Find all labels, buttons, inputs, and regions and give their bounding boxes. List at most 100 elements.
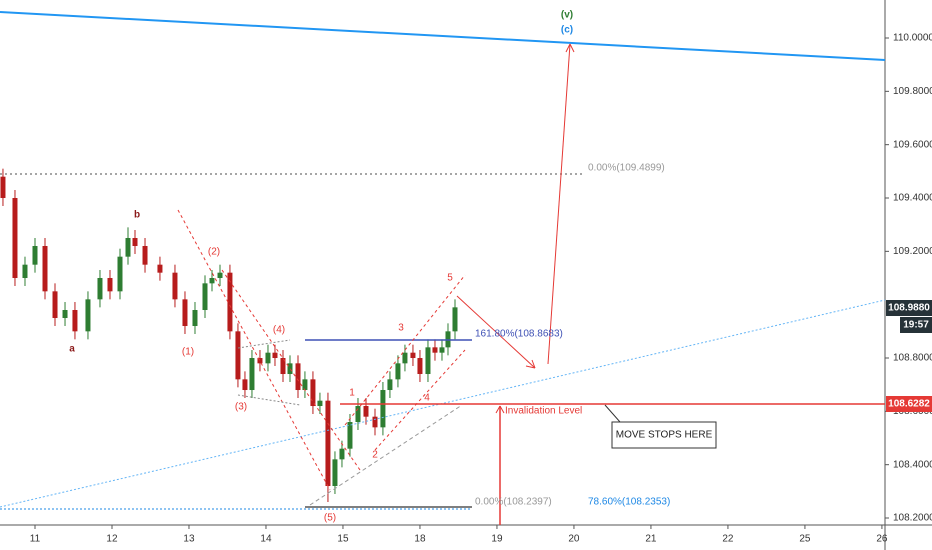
price-label: 108.6282 <box>888 399 930 410</box>
candle-body <box>172 272 178 300</box>
candle-body <box>295 363 301 391</box>
y-tick-label: 108.4000 <box>893 459 932 470</box>
wave-label: (v) <box>561 10 573 21</box>
x-tick-label: 11 <box>30 534 41 545</box>
candle-body <box>32 246 38 265</box>
candle-body <box>107 278 113 292</box>
candle-body <box>347 422 353 449</box>
fib-label: 78.60%(108.2353) <box>588 497 670 508</box>
wave-label: b <box>134 210 140 221</box>
y-tick-label: 109.6000 <box>893 139 932 150</box>
candle-body <box>265 352 271 364</box>
channel-line <box>177 209 331 491</box>
candle-body <box>85 299 91 332</box>
candles <box>0 168 458 503</box>
candle-body <box>439 347 445 353</box>
wave-label: (1) <box>182 347 194 358</box>
price-label: 108.9880 <box>888 303 930 314</box>
y-tick-label: 108.8000 <box>893 353 932 364</box>
candle-body <box>22 264 28 279</box>
candle-body <box>452 307 458 332</box>
candle-body <box>402 352 408 364</box>
channel-line <box>237 339 291 349</box>
candle-body <box>12 198 18 279</box>
candle-body <box>62 310 68 319</box>
wave-label: (5) <box>324 513 336 524</box>
candle-body <box>72 310 78 332</box>
candle-body <box>0 176 6 199</box>
x-tick-label: 22 <box>722 534 734 545</box>
candle-body <box>380 390 386 428</box>
wave-label: (2) <box>208 247 220 258</box>
price-box <box>886 300 932 316</box>
candle-body <box>157 264 163 273</box>
channel-line <box>374 349 466 451</box>
x-tick-label: 13 <box>183 534 195 545</box>
candle-body <box>217 272 223 279</box>
channel-line <box>237 394 301 406</box>
x-tick-label: 25 <box>799 534 811 545</box>
x-tick-label: 15 <box>337 534 349 545</box>
candle-body <box>209 278 215 284</box>
arrow-head <box>495 405 505 414</box>
candle-body <box>117 256 123 292</box>
wave-label: 2 <box>372 450 378 461</box>
invalidation-label: Invalidation Level <box>505 406 582 417</box>
candle-body <box>182 299 188 327</box>
wave-label: 5 <box>447 273 453 284</box>
trend-line <box>0 299 886 508</box>
candle-body <box>432 347 438 353</box>
channel-line <box>309 404 463 506</box>
candle-body <box>52 291 58 319</box>
time-box <box>900 317 932 333</box>
candle-body <box>417 358 423 375</box>
x-tick-label: 18 <box>414 534 426 545</box>
callout-box <box>604 404 717 449</box>
wave-label: (c) <box>561 25 573 36</box>
channel-line <box>344 274 466 426</box>
arrow <box>456 295 536 369</box>
wave-label: 3 <box>398 323 404 334</box>
candle-body <box>310 379 316 407</box>
candle-body <box>410 352 416 359</box>
candle-body <box>202 283 208 311</box>
candle-body <box>142 246 148 265</box>
wave-label: 4 <box>424 393 430 404</box>
channel-line <box>221 269 361 471</box>
y-tick-label: 108.2000 <box>893 513 932 524</box>
trend-line <box>0 11 886 61</box>
fib-label: 0.00%(109.4899) <box>588 163 665 174</box>
candle-body <box>355 406 361 423</box>
x-tick-label: 26 <box>876 534 888 545</box>
candle-body <box>332 459 338 487</box>
fib-label: 161.80%(108.8683) <box>475 329 563 340</box>
wave-label: (4) <box>273 325 285 336</box>
candle-body <box>42 246 48 292</box>
candle-body <box>302 379 308 391</box>
arrow <box>547 43 571 365</box>
x-tick-label: 14 <box>260 534 272 545</box>
y-tick-label: 109.8000 <box>893 86 932 97</box>
y-tick-label: 109.4000 <box>893 193 932 204</box>
candle-body <box>192 310 198 327</box>
candle-body <box>257 358 263 364</box>
candle-body <box>287 363 293 375</box>
y-tick-label: 109.2000 <box>893 246 932 257</box>
candle-body <box>125 238 131 257</box>
price-box <box>886 396 932 412</box>
candle-body <box>280 358 286 375</box>
candle-body <box>132 238 138 247</box>
arrow-head <box>525 359 536 369</box>
candle-body <box>317 400 323 407</box>
wave-label: (3) <box>235 402 247 413</box>
candle-body <box>242 379 248 391</box>
candle-body <box>97 278 103 300</box>
candle-body <box>425 347 431 375</box>
time-label: 19:57 <box>903 320 929 331</box>
candle-body <box>249 358 255 391</box>
candle-body <box>227 272 233 332</box>
candle-body <box>387 379 393 391</box>
x-tick-label: 21 <box>645 534 657 545</box>
candle-body <box>235 331 241 380</box>
